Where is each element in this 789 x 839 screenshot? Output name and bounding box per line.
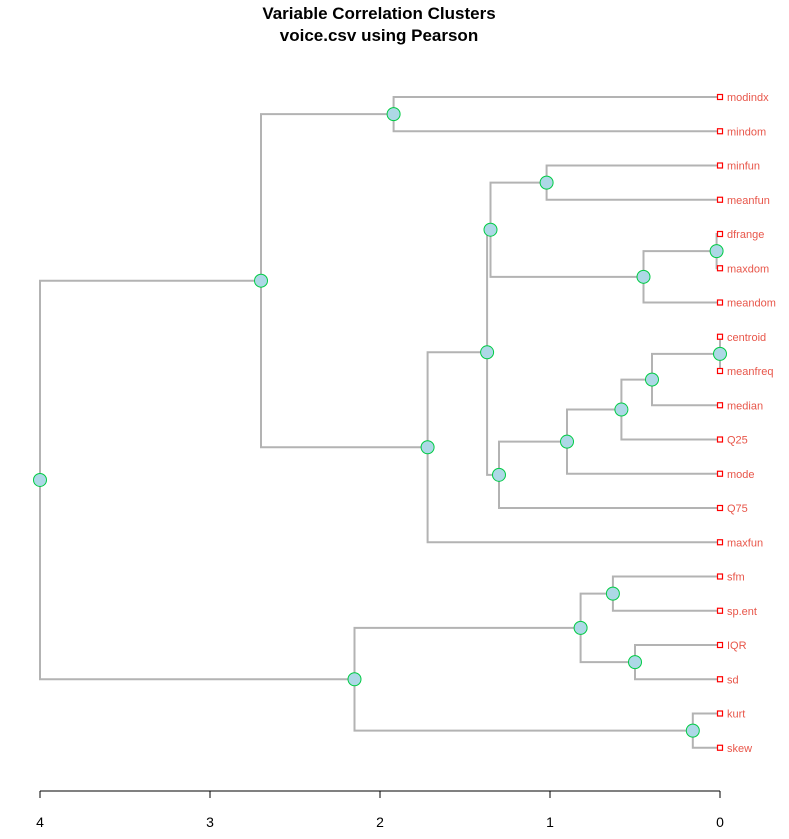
branch-ff_maxfun: [426, 351, 720, 544]
leaf-marker: [716, 367, 724, 375]
merge-node-IQR_sd: [628, 655, 642, 670]
leaf-marker: [716, 676, 724, 683]
branch-minfun_meanfun: [545, 164, 720, 201]
leaf-label: minfun: [727, 161, 760, 173]
x-tick-label: 2: [376, 814, 384, 830]
branch-sfm_spent: [611, 575, 720, 612]
merge-node-dm_meandom: [636, 269, 651, 284]
branch-root: [39, 279, 355, 681]
leaf-marker: [716, 265, 724, 272]
leaf-label: maxdom: [727, 263, 769, 275]
branch-cmm_Q25: [620, 378, 720, 441]
branch-cq_mode: [566, 408, 720, 475]
merge-node-sfm_spent: [605, 586, 620, 601]
leaf-marker: [716, 470, 724, 477]
merge-node-minfun_meanfun: [539, 175, 554, 190]
leaf-label: modindx: [727, 92, 769, 104]
leaf-label: meanfun: [727, 195, 770, 207]
leaf-label: sfm: [727, 572, 745, 584]
x-axis: 4 3 2 1 0: [36, 790, 724, 830]
branch-dm_meandom: [642, 250, 720, 304]
branch-cqm_Q75: [498, 440, 720, 509]
chart-title: Variable Correlation Clusters: [262, 4, 495, 23]
merge-node-upper: [254, 273, 268, 288]
merge-node-cmm_Q25: [614, 402, 629, 417]
leaf-marker: [716, 299, 724, 306]
branch-cm_median: [651, 352, 720, 407]
leaf-label: dfrange: [727, 229, 764, 241]
leaf-marker: [716, 196, 724, 203]
branch-layer: [39, 96, 721, 749]
leaf-marker: [716, 744, 724, 751]
leaf-label: centroid: [727, 332, 766, 344]
branch-spec_iqr: [579, 592, 635, 664]
leaf-marker: [716, 333, 724, 340]
merge-node-cm_median: [645, 372, 659, 387]
leaf-marker: [716, 607, 724, 614]
leaf-label: kurt: [727, 709, 745, 721]
leaf-label: meandom: [727, 298, 776, 310]
leaf-label: mode: [727, 469, 755, 481]
branch-fun_dom: [489, 181, 644, 278]
leaf-marker: [716, 436, 724, 443]
leaf-marker: [716, 539, 724, 546]
merge-node-ff_maxfun: [420, 440, 435, 455]
merge-node-kurt_skew: [685, 723, 700, 738]
merge-node-cq_mode: [560, 434, 574, 449]
leaf-label: meanfreq: [727, 366, 773, 378]
leaf-marker: [716, 93, 724, 101]
leaf-label: IQR: [727, 640, 747, 652]
leaf-marker: [716, 128, 724, 135]
merge-node-spec_iqr: [573, 620, 588, 635]
leaf-marker: [716, 230, 724, 238]
x-tick-label: 1: [546, 814, 554, 830]
merge-node-root: [33, 472, 47, 487]
leaf-label: skew: [727, 743, 752, 755]
merge-node-cqm_Q75: [492, 467, 506, 482]
node-layer: [33, 107, 727, 738]
leaf-label: Q75: [727, 503, 748, 515]
merge-node-fun_dom: [483, 222, 498, 237]
leaf-marker: [716, 573, 724, 580]
leaf-marker: [716, 162, 724, 169]
merge-node-fun_freq: [480, 345, 495, 360]
chart-subtitle: voice.csv using Pearson: [280, 26, 478, 45]
branch-modindx_mindom: [392, 96, 720, 133]
leaf-label: Q25: [727, 435, 748, 447]
leaf-label: mindom: [727, 126, 766, 138]
leaf-label: maxfun: [727, 537, 763, 549]
leaf-label: sd: [727, 674, 739, 686]
x-tick-label: 4: [36, 814, 44, 830]
branch-IQR_sd: [634, 644, 720, 681]
merge-node-dfrange_maxdom: [709, 244, 724, 259]
leaf-label: sp.ent: [727, 606, 757, 618]
x-tick-label: 3: [206, 814, 214, 830]
merge-node-modindx_mindom: [386, 107, 401, 122]
merge-node-spectral: [347, 672, 362, 687]
leaf-marker: [716, 710, 724, 717]
leaf-label: median: [727, 400, 763, 412]
leaf-layer: modindx mindom minfun meanfun dfrange maxdom m…: [716, 92, 776, 755]
leaf-marker: [716, 402, 724, 409]
merge-node-centroid_meanfreq: [713, 346, 727, 361]
leaf-marker: [716, 504, 724, 512]
leaf-marker: [716, 641, 724, 649]
branch-upper: [260, 113, 428, 449]
x-tick-label: 0: [716, 814, 724, 830]
